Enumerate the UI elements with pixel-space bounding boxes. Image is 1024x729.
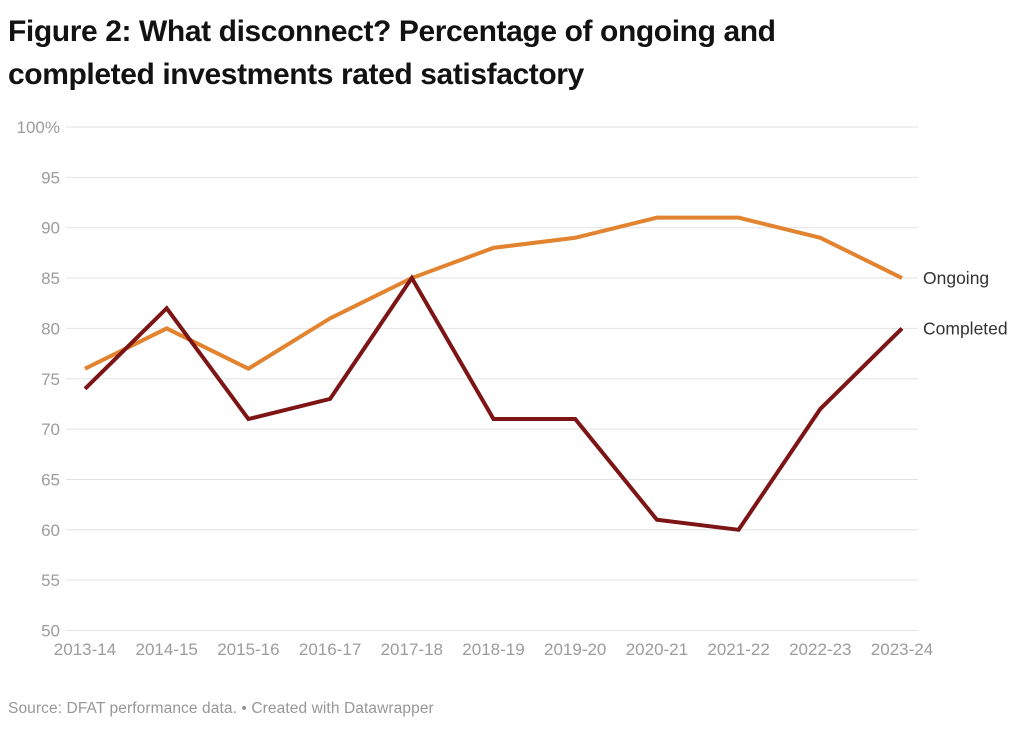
y-tick-label: 55 [41, 571, 60, 590]
ongoing-series-label: Ongoing [923, 268, 989, 288]
completed-line [83, 274, 904, 532]
y-tick-label: 95 [41, 168, 60, 187]
x-tick-label: 2017-18 [381, 640, 443, 659]
chart-title: Figure 2: What disconnect? Percentage of… [8, 11, 988, 96]
y-tick-label: 80 [41, 319, 60, 338]
chart-title-line1: Figure 2: What disconnect? Percentage of… [8, 15, 776, 48]
x-tick-label: 2016-17 [299, 640, 361, 659]
y-tick-label: 85 [41, 269, 60, 288]
source-note: Source: DFAT performance data. • Created… [8, 700, 434, 717]
x-tick-label: 2015-16 [217, 640, 279, 659]
chart-title-line2: completed investments rated satisfactory [8, 57, 584, 91]
x-tick-label: 2023-24 [871, 640, 933, 659]
y-tick-label: 60 [41, 521, 60, 540]
x-tick-label: 2019-20 [544, 640, 606, 659]
x-tick-label: 2021-22 [707, 640, 769, 659]
completed-series-label: Completed [923, 318, 1008, 338]
x-tick-label: 2018-19 [462, 640, 524, 659]
x-tick-label: 2020-21 [626, 640, 688, 659]
x-tick-label: 2022-23 [789, 640, 851, 659]
y-tick-label: 50 [41, 622, 60, 641]
y-tick-label: 65 [41, 470, 60, 489]
ongoing-line [84, 215, 903, 371]
y-tick-label: 90 [41, 219, 60, 238]
y-tick-label: 70 [41, 420, 60, 439]
y-tick-label: 75 [41, 370, 60, 389]
x-tick-label: 2013-14 [54, 640, 116, 659]
x-tick-label: 2014-15 [136, 640, 198, 659]
y-tick-label: 100% [17, 118, 60, 137]
